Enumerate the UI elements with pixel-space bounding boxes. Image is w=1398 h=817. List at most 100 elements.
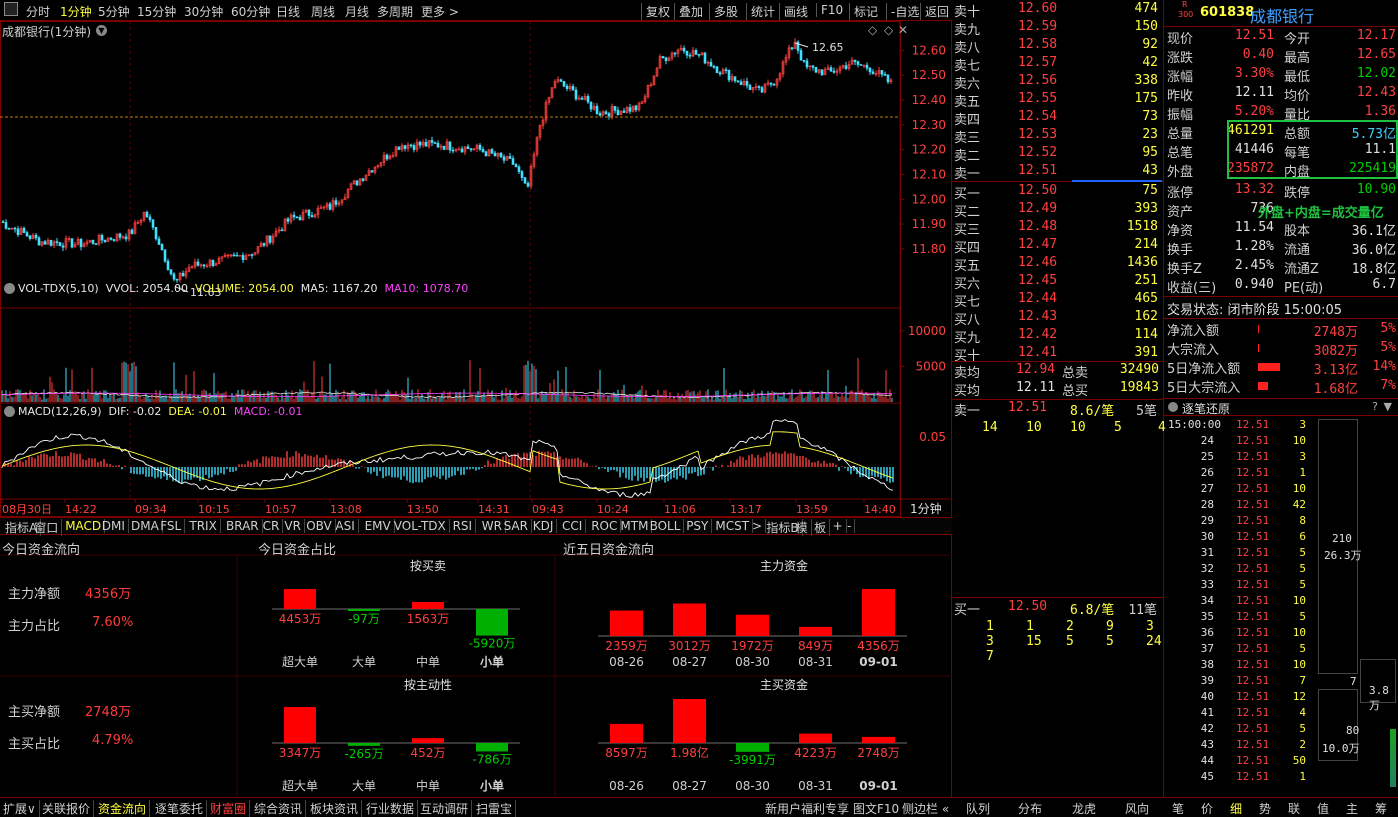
bottom-tab-9[interactable]: 扫雷宝 [476, 800, 517, 817]
bid-row[interactable]: 买八 12.43 162 [952, 308, 1162, 328]
bottom-tab-5[interactable]: 综合资讯 [254, 800, 307, 817]
indicator-tab-9[interactable]: VR [281, 519, 305, 533]
quote-tab-3[interactable]: 势 [1259, 802, 1272, 816]
indicator-tab-15[interactable]: WR [479, 519, 506, 533]
bid-row[interactable]: 买二 12.49 393 [952, 200, 1162, 220]
ask-row[interactable]: 卖七 12.57 42 [952, 54, 1162, 74]
indicator-tab-7[interactable]: BRAR [223, 519, 263, 533]
help-icon[interactable]: ? [1372, 400, 1378, 413]
orderbook-tab-0[interactable]: 队列 [966, 802, 991, 816]
indicator-tab-29[interactable]: - [844, 519, 856, 533]
close-icon[interactable]: ✕ [898, 23, 909, 37]
period-tab-2[interactable]: 5分钟 [98, 5, 130, 19]
quote-tab-2[interactable]: 细 [1230, 802, 1243, 816]
bottom-right-0[interactable]: 新用户福利专享 [765, 802, 850, 816]
kline-chart[interactable]: 12.60 12.50 12.40 12.30 12.20 12.10 12.00 11.90… [0, 21, 952, 517]
indicator-tab-4[interactable]: DMA [128, 519, 163, 533]
indicator-tab-17[interactable]: KDJ [530, 519, 558, 533]
indicator-tab-1[interactable]: 窗口 [31, 519, 63, 536]
indicator-tab-25[interactable]: 指标B [763, 519, 803, 536]
period-tab-0[interactable]: 分时 [26, 5, 51, 19]
settings-icon[interactable] [1168, 402, 1178, 412]
bottom-tab-7[interactable]: 行业数据 [366, 800, 419, 817]
bottom-tab-8[interactable]: 互动调研 [420, 800, 473, 817]
indicator-tab-24[interactable]: > [749, 519, 767, 533]
bottom-tab-6[interactable]: 板块资讯 [310, 800, 363, 817]
orderbook-tab-3[interactable]: 风向 [1125, 802, 1150, 816]
settings-icon[interactable] [4, 406, 15, 417]
bid-row[interactable]: 买五 12.46 1436 [952, 254, 1162, 274]
period-tab-8[interactable]: 月线 [345, 5, 370, 19]
ask-row[interactable]: 卖五 12.55 175 [952, 90, 1162, 110]
settings-icon[interactable] [4, 283, 15, 294]
period-tab-3[interactable]: 15分钟 [137, 5, 177, 19]
chevron-down-icon[interactable]: ▼ [1383, 400, 1392, 413]
indicator-tab-26[interactable]: 模 [793, 519, 812, 536]
quote-tab-7[interactable]: 筹 [1375, 802, 1388, 816]
period-tab-6[interactable]: 日线 [276, 5, 301, 19]
indicator-tab-10[interactable]: OBV [303, 519, 336, 533]
quote-tab-4[interactable]: 联 [1288, 802, 1301, 816]
ask-row[interactable]: 卖九 12.59 150 [952, 18, 1162, 38]
period-tab-10[interactable]: 更多 > [421, 5, 459, 19]
indicator-tab-13[interactable]: VOL-TDX [391, 519, 450, 533]
orderbook-tab-2[interactable]: 龙虎 [1072, 802, 1097, 816]
bid-row[interactable]: 买三 12.48 1518 [952, 218, 1162, 238]
diamond-icon[interactable]: ◇ [868, 23, 878, 37]
bottom-tab-2[interactable]: 资金流向 [98, 800, 151, 817]
indicator-tab-19[interactable]: ROC [588, 519, 622, 533]
bid-row[interactable]: 买六 12.45 251 [952, 272, 1162, 292]
toolbar-action-8[interactable]: 返回 [920, 3, 949, 20]
indicator-tab-11[interactable]: ASI [332, 519, 359, 533]
toolbar-action-2[interactable]: 多股 [709, 3, 738, 20]
bid-row[interactable]: 买一 12.50 75 [952, 182, 1162, 202]
bid-row[interactable]: 买十 12.41 391 [952, 344, 1162, 364]
bottom-right-2[interactable]: 侧边栏 « [902, 802, 950, 816]
quote-tab-6[interactable]: 主 [1346, 802, 1359, 816]
ask-row[interactable]: 卖四 12.54 73 [952, 108, 1162, 128]
ask-row[interactable]: 卖二 12.52 95 [952, 144, 1162, 164]
bottom-tab-3[interactable]: 逐笔委托 [155, 800, 208, 817]
bottom-tab-4[interactable]: 财富圈 [210, 800, 251, 817]
toolbar-action-3[interactable]: 统计 [746, 3, 775, 20]
indicator-tab-2[interactable]: MACD [62, 519, 106, 533]
indicator-tab-20[interactable]: MTM [617, 519, 653, 533]
expand-icon[interactable]: ◇ [884, 23, 894, 37]
toolbar-action-7[interactable]: -自选 [886, 3, 919, 20]
toolbar-action-1[interactable]: 叠加 [674, 3, 703, 20]
period-tab-1[interactable]: 1分钟 [60, 5, 92, 19]
period-tab-7[interactable]: 周线 [311, 5, 336, 19]
indicator-tab-22[interactable]: PSY [683, 519, 713, 533]
period-tab-4[interactable]: 30分钟 [184, 5, 224, 19]
indicator-tab-21[interactable]: BOLL [647, 519, 685, 533]
bottom-right-1[interactable]: 图文F10 [853, 802, 900, 816]
toolbar-action-6[interactable]: 标记 [849, 3, 878, 20]
quote-tab-5[interactable]: 值 [1317, 802, 1330, 816]
bottom-tab-0[interactable]: 扩展∨ [3, 800, 40, 817]
bid-row[interactable]: 买七 12.44 465 [952, 290, 1162, 310]
window-icon[interactable] [4, 2, 18, 16]
bottom-tab-1[interactable]: 关联报价 [42, 800, 95, 817]
indicator-tab-6[interactable]: TRIX [186, 519, 221, 533]
indicator-tab-18[interactable]: CCI [559, 519, 587, 533]
ask-row[interactable]: 卖三 12.53 23 [952, 126, 1162, 146]
indicator-tab-16[interactable]: SAR [501, 519, 532, 533]
period-tab-9[interactable]: 多周期 [377, 5, 414, 19]
ask-row[interactable]: 卖一 12.51 43 [952, 162, 1162, 182]
bid-row[interactable]: 买四 12.47 214 [952, 236, 1162, 256]
chevron-down-icon[interactable]: ▼ [96, 25, 107, 36]
indicator-tab-28[interactable]: + [830, 519, 847, 533]
quote-tab-0[interactable]: 笔 [1172, 802, 1185, 816]
indicator-tab-0[interactable]: 指标A [2, 519, 42, 536]
indicator-tab-14[interactable]: RSI [450, 519, 477, 533]
orderbook-tab-1[interactable]: 分布 [1018, 802, 1043, 816]
indicator-tab-23[interactable]: MCST [712, 519, 754, 533]
indicator-tab-12[interactable]: EMV [362, 519, 395, 533]
indicator-tab-3[interactable]: DMI [99, 519, 129, 533]
ask-row[interactable]: 卖八 12.58 92 [952, 36, 1162, 56]
toolbar-action-0[interactable]: 复权 [641, 3, 670, 20]
scrollbar[interactable] [1390, 729, 1396, 787]
quote-tab-1[interactable]: 价 [1201, 802, 1214, 816]
bid-row[interactable]: 买九 12.42 114 [952, 326, 1162, 346]
indicator-tab-27[interactable]: 板 [811, 519, 831, 536]
